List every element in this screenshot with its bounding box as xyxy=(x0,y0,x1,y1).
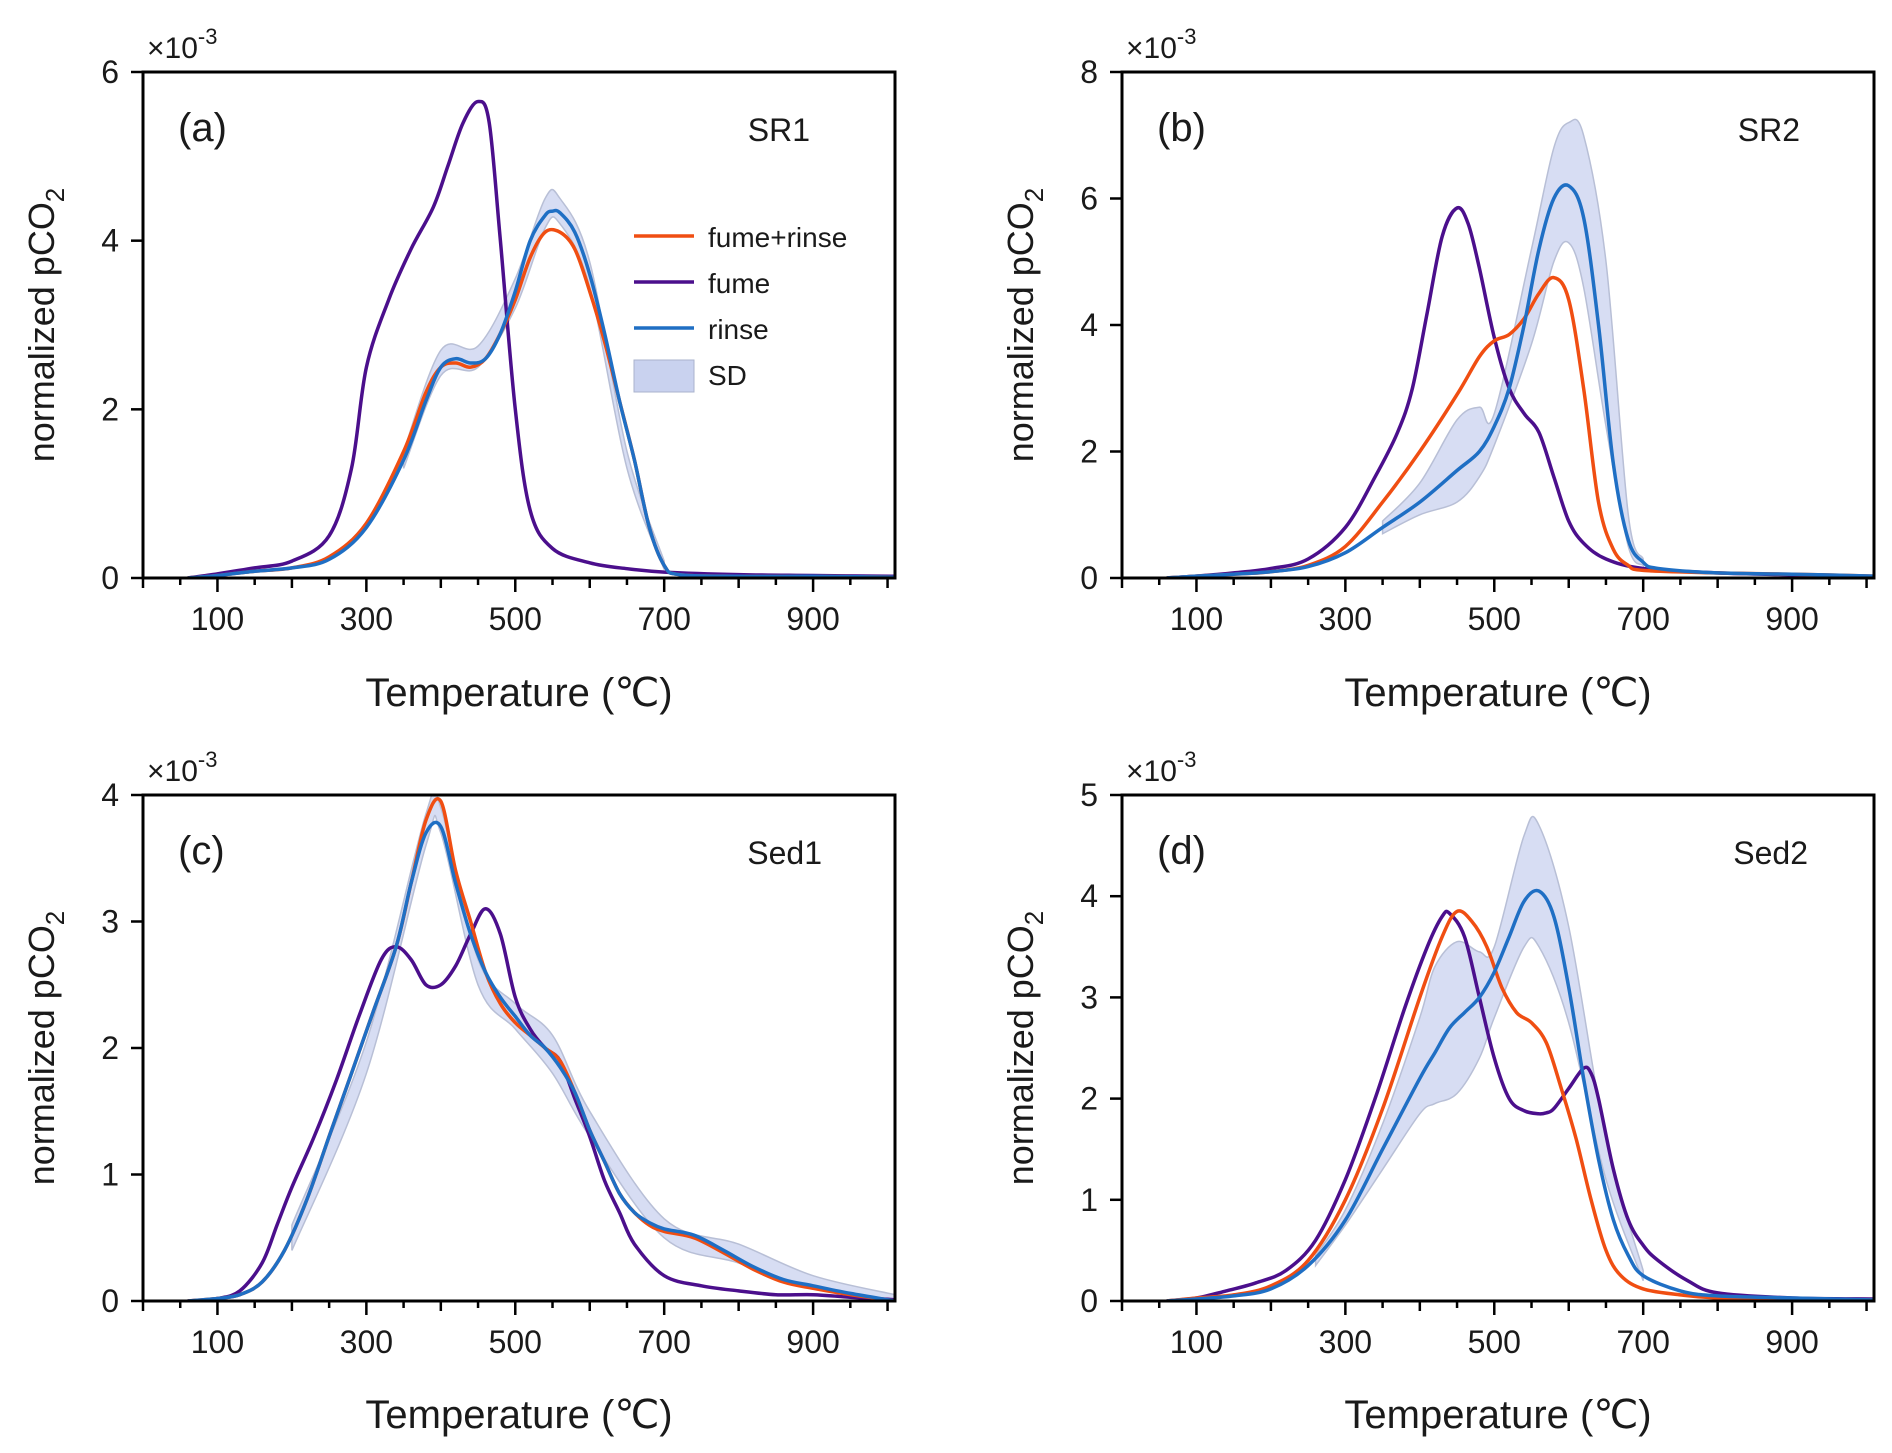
x-tick-label: 500 xyxy=(1468,1324,1521,1360)
panel-label: (a) xyxy=(178,106,227,150)
series-line-fume-rinse xyxy=(187,227,895,578)
x-tick-label: 700 xyxy=(1616,601,1669,637)
y-tick-label: 0 xyxy=(101,1283,119,1319)
panel-label: (d) xyxy=(1157,829,1206,873)
plot-frame xyxy=(1120,793,1876,1303)
series-line-rinse xyxy=(187,820,895,1301)
y-tick-label: 0 xyxy=(1080,1283,1098,1319)
sd-band xyxy=(1314,815,1644,1282)
y-tick-label: 4 xyxy=(1080,878,1098,914)
panel-d: 100 300 500 700 900 0 1 2 3 4 5 (d) Sed2 ×10-3 Te… xyxy=(1000,747,1876,1437)
sample-name: Sed1 xyxy=(747,835,822,871)
x-tick-label: 700 xyxy=(637,1324,690,1360)
plot-frame xyxy=(141,70,897,580)
y-tick-label: 0 xyxy=(1080,560,1098,596)
y-tick-label: 8 xyxy=(1080,54,1098,90)
y-tick-label: 2 xyxy=(1080,434,1098,470)
y-tick-label: 1 xyxy=(1080,1182,1098,1218)
x-tick-label: 700 xyxy=(1616,1324,1669,1360)
panel-label: (c) xyxy=(178,829,225,873)
sample-name: SR1 xyxy=(748,112,810,148)
x-tick-label: 900 xyxy=(1765,1324,1818,1360)
y-axis-label: normalized pCO2 xyxy=(1000,911,1049,1186)
legend-swatch-sd xyxy=(633,359,695,393)
x-tick-label: 900 xyxy=(786,1324,839,1360)
x-tick-label: 700 xyxy=(637,601,690,637)
y-tick-label: 3 xyxy=(101,904,119,940)
series-line-fume xyxy=(187,99,895,578)
x-tick-label: 500 xyxy=(489,1324,542,1360)
x-axis-label: Temperature (℃) xyxy=(365,1393,672,1437)
y-tick-label: 4 xyxy=(1080,307,1098,343)
panel-label: (b) xyxy=(1157,106,1206,150)
panel-a: 100 300 500 700 900 0 2 4 6 (a) SR1 ×10-3 Tempe… xyxy=(21,24,897,715)
x-axis-label: Temperature (℃) xyxy=(365,671,672,715)
x-tick-label: 300 xyxy=(340,601,393,637)
x-tick-label: 300 xyxy=(1319,1324,1372,1360)
y-tick-label: 3 xyxy=(1080,979,1098,1015)
y-tick-label: 1 xyxy=(101,1157,119,1193)
sample-name: Sed2 xyxy=(1733,835,1808,871)
x-tick-label: 100 xyxy=(191,601,244,637)
y-tick-label: 4 xyxy=(101,223,119,259)
series-line-fume-rinse xyxy=(1166,275,1874,578)
y-tick-label: 5 xyxy=(1080,777,1098,813)
x-axis-label: Temperature (℃) xyxy=(1344,671,1651,715)
series-line-fume xyxy=(1166,909,1874,1301)
series-line-fume xyxy=(187,907,895,1301)
x-tick-label: 900 xyxy=(786,601,839,637)
x-tick-label: 100 xyxy=(191,1324,244,1360)
x-tick-label: 500 xyxy=(1468,601,1521,637)
y-axis-label: normalized pCO2 xyxy=(21,911,70,1186)
y-axis-label: normalized pCO2 xyxy=(1000,188,1049,463)
legend-label-fume-rinse: fume+rinse xyxy=(708,222,847,253)
legend: fume+rinse fume rinse SD xyxy=(633,222,847,393)
sd-band xyxy=(1381,118,1644,568)
y-exponent: ×10-3 xyxy=(147,747,217,788)
legend-label-fume: fume xyxy=(708,268,770,299)
y-axis-label: normalized pCO2 xyxy=(21,188,70,463)
series-line-rinse xyxy=(187,208,895,578)
series-line-fume-rinse xyxy=(1166,909,1874,1301)
x-tick-label: 500 xyxy=(489,601,542,637)
y-tick-label: 2 xyxy=(1080,1081,1098,1117)
panel-c: 100 300 500 700 900 0 1 2 3 4 (c) Sed1 ×10-3 Tem… xyxy=(21,747,897,1437)
y-tick-label: 6 xyxy=(1080,181,1098,217)
y-tick-label: 4 xyxy=(101,777,119,813)
x-axis-label: Temperature (℃) xyxy=(1344,1393,1651,1437)
y-exponent: ×10-3 xyxy=(1126,24,1196,65)
y-exponent: ×10-3 xyxy=(1126,747,1196,788)
y-exponent: ×10-3 xyxy=(147,24,217,65)
x-tick-label: 300 xyxy=(1319,601,1372,637)
x-tick-label: 100 xyxy=(1170,1324,1223,1360)
x-tick-label: 100 xyxy=(1170,601,1223,637)
legend-label-sd: SD xyxy=(708,360,747,391)
x-tick-label: 300 xyxy=(340,1324,393,1360)
y-tick-label: 6 xyxy=(101,54,119,90)
x-tick-label: 900 xyxy=(1765,601,1818,637)
y-tick-label: 0 xyxy=(101,560,119,596)
panel-b: 100 300 500 700 900 0 2 4 6 8 (b) SR2 ×10-3 Temp… xyxy=(1000,24,1876,715)
y-tick-label: 2 xyxy=(101,1030,119,1066)
series-line-rinse xyxy=(1166,888,1874,1301)
series-line-fume xyxy=(1166,205,1874,578)
legend-label-rinse: rinse xyxy=(708,314,769,345)
y-tick-label: 2 xyxy=(101,391,119,427)
sample-name: SR2 xyxy=(1738,112,1800,148)
series-line-rinse xyxy=(1166,183,1874,578)
